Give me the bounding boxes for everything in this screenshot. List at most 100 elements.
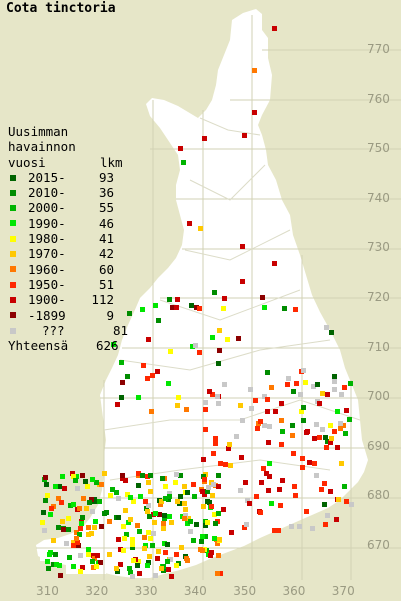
observation-dot <box>110 487 115 492</box>
observation-dot <box>146 530 151 535</box>
observation-dot <box>149 409 154 414</box>
observation-dot <box>142 546 147 551</box>
observation-dot <box>260 295 265 300</box>
observation-dot <box>155 556 160 561</box>
observation-dot <box>236 336 241 341</box>
observation-dot <box>242 525 247 530</box>
observation-dot <box>190 344 195 349</box>
observation-dot <box>85 484 90 489</box>
observation-dot <box>78 553 83 558</box>
observation-dot <box>332 374 337 379</box>
observation-dot <box>202 477 207 482</box>
observation-dot <box>114 566 119 571</box>
observation-dot <box>140 473 145 478</box>
observation-dot <box>42 528 47 533</box>
observation-dot <box>115 402 120 407</box>
observation-dot <box>277 487 282 492</box>
observation-dot <box>44 482 49 487</box>
observation-dot <box>94 480 99 485</box>
observation-dot <box>348 381 353 386</box>
observation-dot <box>198 547 203 552</box>
observation-dot <box>189 303 194 308</box>
observation-dot <box>217 348 222 353</box>
observation-dot <box>339 461 344 466</box>
observation-dot <box>218 571 223 576</box>
observation-dot <box>286 376 291 381</box>
observation-dot <box>90 559 95 564</box>
observation-dot <box>118 547 123 552</box>
observation-dot <box>226 446 231 451</box>
observation-dot <box>199 539 204 544</box>
observation-dot <box>136 483 141 488</box>
observation-dot <box>157 512 162 517</box>
observation-dot <box>168 557 173 562</box>
observation-dot <box>198 226 203 231</box>
observation-dot <box>57 563 62 568</box>
observation-dot <box>200 534 205 539</box>
observation-dot <box>267 461 272 466</box>
observation-dot <box>332 429 337 434</box>
y-axis-label: 670 <box>367 538 390 552</box>
observation-dot <box>317 435 322 440</box>
legend-swatch <box>10 235 16 242</box>
legend-label: 1970- <box>28 246 66 262</box>
legend-count: 93 <box>98 169 114 185</box>
observation-dot <box>197 350 202 355</box>
legend-item: 2010- 36 <box>8 185 128 200</box>
observation-dot <box>165 559 170 564</box>
observation-dot <box>205 489 210 494</box>
observation-dot <box>301 405 306 410</box>
observation-dot <box>123 478 128 483</box>
observation-dot <box>311 384 316 389</box>
observation-dot <box>77 506 82 511</box>
observation-dot <box>188 519 193 524</box>
observation-dot <box>293 493 298 498</box>
observation-dot <box>116 515 121 520</box>
region-borders <box>103 117 361 481</box>
observation-dot <box>74 536 79 541</box>
observation-dot <box>78 526 83 531</box>
legend-item: 1970- 42 <box>8 246 128 261</box>
observation-dot <box>179 545 184 550</box>
observation-dot <box>182 501 187 506</box>
observation-dot <box>344 499 349 504</box>
observation-dot <box>298 392 303 397</box>
observation-dot <box>160 476 165 481</box>
observation-dot <box>276 528 281 533</box>
observation-dot <box>290 433 295 438</box>
observation-dot <box>213 521 218 526</box>
observation-dot <box>45 493 50 498</box>
observation-dot <box>332 387 337 392</box>
observation-dot <box>319 487 324 492</box>
observation-dot <box>301 368 306 373</box>
observation-dot <box>169 574 174 579</box>
observation-dot <box>59 500 64 505</box>
observation-dot <box>130 542 135 547</box>
observation-dot <box>202 136 207 141</box>
observation-dot <box>58 573 63 578</box>
y-axis-label: 760 <box>367 91 390 106</box>
observation-dot <box>123 508 128 513</box>
observation-dot <box>210 392 215 397</box>
observation-dot <box>67 555 72 560</box>
observation-dot <box>151 531 156 536</box>
legend-swatch <box>10 266 16 273</box>
observation-dot <box>221 507 226 512</box>
observation-dot <box>40 520 45 525</box>
y-axis-label: 710 <box>367 339 390 354</box>
legend-label: -1899 <box>28 307 66 323</box>
observation-dot <box>166 567 171 572</box>
observation-dot <box>166 381 171 386</box>
observation-dot <box>207 389 212 394</box>
observation-dot <box>57 484 62 489</box>
observation-dot <box>325 392 330 397</box>
observation-dot <box>140 307 145 312</box>
observation-dot <box>183 513 188 518</box>
observation-dot <box>202 492 207 497</box>
observation-dot <box>342 385 347 390</box>
legend-count: 42 <box>98 246 114 262</box>
observation-dot <box>74 530 79 535</box>
observation-dot <box>128 495 133 500</box>
observation-dot <box>150 543 155 548</box>
